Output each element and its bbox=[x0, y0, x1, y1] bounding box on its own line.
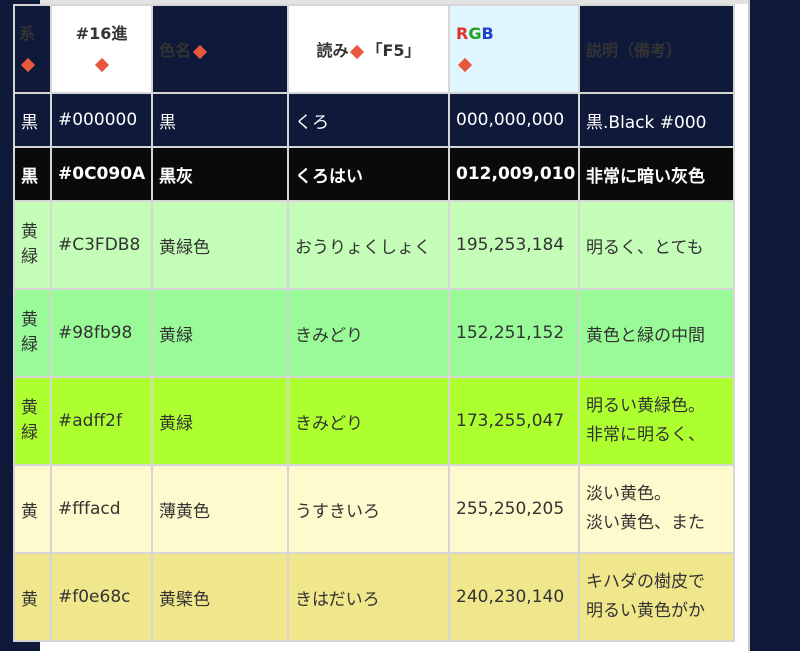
cell-rgb: 000,000,000 bbox=[448, 92, 580, 148]
header-hex[interactable]: #16進 bbox=[50, 4, 153, 94]
sort-diamond-icon[interactable] bbox=[457, 57, 473, 72]
header-hex-label: #16進 bbox=[75, 24, 128, 44]
cell-hex: #fffacd bbox=[50, 464, 153, 554]
cell-desc: 非常に暗い灰色 bbox=[578, 146, 735, 202]
top-strip bbox=[40, 0, 748, 4]
sort-diamond-icon[interactable] bbox=[20, 57, 36, 72]
cell-desc: 黄色と緑の中間 bbox=[578, 288, 735, 378]
cell-kei: 黄 bbox=[13, 464, 52, 554]
cell-name: 薄黄色 bbox=[151, 464, 289, 554]
desc-line: 明るい黄色がか bbox=[586, 601, 705, 621]
desc-line: 淡い黄色、また bbox=[586, 513, 705, 533]
header-kei-label: 系 bbox=[19, 24, 36, 44]
page-right-border bbox=[748, 0, 750, 651]
cell-kei: 黒 bbox=[13, 92, 52, 148]
header-setsumei-label: 説明（備考） bbox=[586, 41, 683, 60]
cell-kei: 黄緑 bbox=[13, 200, 52, 290]
cell-name: 黒 bbox=[151, 92, 289, 148]
cell-yomi: おうりょくしょく bbox=[287, 200, 450, 290]
cell-hex: #0C090A bbox=[50, 146, 153, 202]
cell-hex: #f0e68c bbox=[50, 552, 153, 642]
header-iromei-label: 色名 bbox=[159, 41, 192, 60]
header-yomi[interactable]: 読み 「F5」 bbox=[287, 4, 450, 94]
header-yomi-label: 読み bbox=[316, 41, 349, 60]
header-rgb[interactable]: RGB bbox=[448, 4, 580, 94]
header-iromei[interactable]: 色名 bbox=[151, 4, 289, 94]
cell-rgb: 195,253,184 bbox=[448, 200, 580, 290]
header-rgb-g: G bbox=[468, 24, 482, 44]
cell-rgb: 012,009,010 bbox=[448, 146, 580, 202]
header-setsumei: 説明（備考） bbox=[578, 4, 735, 94]
cell-yomi: きはだいろ bbox=[287, 552, 450, 642]
cell-rgb: 255,250,205 bbox=[448, 464, 580, 554]
cell-rgb: 173,255,047 bbox=[448, 376, 580, 466]
table-row[interactable]: 黒 #000000 黒 くろ 000,000,000 黒.Black #000 bbox=[13, 92, 735, 148]
cell-hex: #000000 bbox=[50, 92, 153, 148]
desc-line: 明るい黄緑色。 bbox=[586, 396, 705, 417]
cell-desc: キハダの樹皮で 明るい黄色がか bbox=[578, 552, 735, 642]
cell-hex: #98fb98 bbox=[50, 288, 153, 378]
cell-name: 黄緑 bbox=[151, 376, 289, 466]
table-row[interactable]: 黄緑 #adff2f 黄緑 きみどり 173,255,047 明るい黄緑色。 非… bbox=[13, 376, 735, 466]
header-row: 系 #16進 色名 読み 「F5」 RGB 説明（備考） bbox=[13, 4, 735, 94]
color-table: 系 #16進 色名 読み 「F5」 RGB 説明（備考） 黒 bbox=[13, 4, 735, 642]
cell-hex: #adff2f bbox=[50, 376, 153, 466]
cell-name: 黄緑色 bbox=[151, 200, 289, 290]
cell-name: 黄檗色 bbox=[151, 552, 289, 642]
sort-diamond-icon[interactable] bbox=[350, 44, 365, 59]
desc-line: 淡い黄色。 bbox=[586, 484, 671, 505]
cell-kei: 黄緑 bbox=[13, 288, 52, 378]
header-rgb-b: B bbox=[481, 24, 494, 44]
cell-kei: 黄 bbox=[13, 552, 52, 642]
header-kei[interactable]: 系 bbox=[13, 4, 52, 94]
cell-yomi: くろはい bbox=[287, 146, 450, 202]
header-rgb-r: R bbox=[456, 24, 469, 44]
cell-desc: 明るい黄緑色。 非常に明るく、 bbox=[578, 376, 735, 466]
cell-desc: 明るく、とても bbox=[578, 200, 735, 290]
table-row[interactable]: 黄緑 #98fb98 黄緑 きみどり 152,251,152 黄色と緑の中間 bbox=[13, 288, 735, 378]
cell-yomi: くろ bbox=[287, 92, 450, 148]
desc-line: 明るく、とても bbox=[586, 237, 704, 258]
cell-hex: #C3FDB8 bbox=[50, 200, 153, 290]
cell-name: 黒灰 bbox=[151, 146, 289, 202]
cell-rgb: 152,251,152 bbox=[448, 288, 580, 378]
desc-line: 黄色と緑の中間 bbox=[586, 325, 705, 346]
cell-yomi: うすきいろ bbox=[287, 464, 450, 554]
desc-line: 非常に暗い灰色 bbox=[586, 166, 705, 187]
desc-line: キハダの樹皮で bbox=[586, 572, 705, 593]
cell-desc: 淡い黄色。 淡い黄色、また bbox=[578, 464, 735, 554]
sort-diamond-icon[interactable] bbox=[94, 57, 109, 72]
table-row[interactable]: 黄 #f0e68c 黄檗色 きはだいろ 240,230,140 キハダの樹皮で … bbox=[13, 552, 735, 642]
desc-line: 非常に明るく、 bbox=[586, 425, 705, 445]
table-row[interactable]: 黄 #fffacd 薄黄色 うすきいろ 255,250,205 淡い黄色。 淡い… bbox=[13, 464, 735, 554]
header-yomi-key: 「F5」 bbox=[366, 41, 421, 60]
cell-kei: 黄緑 bbox=[13, 376, 52, 466]
cell-yomi: きみどり bbox=[287, 376, 450, 466]
cell-rgb: 240,230,140 bbox=[448, 552, 580, 642]
sort-diamond-icon[interactable] bbox=[192, 44, 208, 59]
cell-desc: 黒.Black #000 bbox=[578, 92, 735, 148]
cell-name: 黄緑 bbox=[151, 288, 289, 378]
desc-line: 黒.Black #000 bbox=[586, 112, 707, 133]
cell-kei: 黒 bbox=[13, 146, 52, 202]
table-row[interactable]: 黒 #0C090A 黒灰 くろはい 012,009,010 非常に暗い灰色 bbox=[13, 146, 735, 202]
table-row[interactable]: 黄緑 #C3FDB8 黄緑色 おうりょくしょく 195,253,184 明るく、… bbox=[13, 200, 735, 290]
cell-yomi: きみどり bbox=[287, 288, 450, 378]
